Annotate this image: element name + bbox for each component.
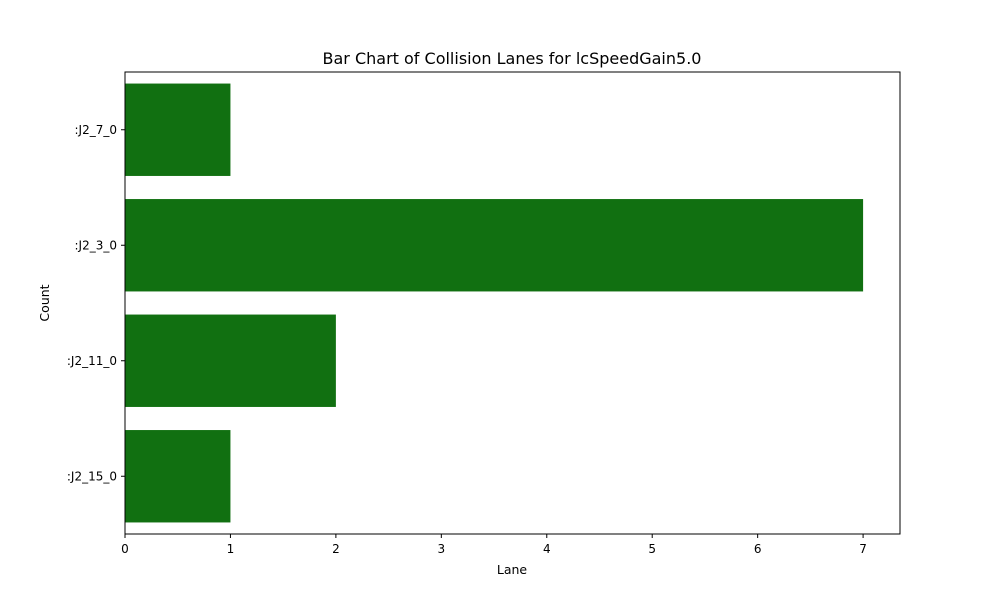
bar (125, 83, 231, 176)
y-axis-label: Count (37, 284, 52, 321)
plot-area-frame (124, 71, 901, 535)
bar (125, 314, 336, 407)
y-tick-label: :J2_7_0 (75, 123, 118, 137)
y-tick-label: :J2_11_0 (67, 354, 117, 368)
x-tick-label: 6 (754, 542, 762, 556)
chart-title: Bar Chart of Collision Lanes for lcSpeed… (323, 49, 702, 68)
x-tick-label: 3 (438, 542, 446, 556)
x-tick-label: 2 (332, 542, 340, 556)
y-axis-ticks: :J2_7_0 :J2_3_0 :J2_11_0 :J2_15_0 (67, 123, 125, 483)
bars-group (125, 83, 864, 523)
x-axis-label: Lane (497, 562, 528, 577)
bar (125, 199, 864, 292)
y-tick-label: :J2_3_0 (75, 238, 118, 252)
x-tick-label: 0 (121, 542, 129, 556)
x-axis-ticks: 0 1 2 3 4 5 6 7 (121, 534, 867, 556)
x-tick-label: 5 (648, 542, 656, 556)
x-tick-label: 4 (543, 542, 551, 556)
x-tick-label: 1 (227, 542, 235, 556)
bar (125, 430, 231, 523)
y-tick-label: :J2_15_0 (67, 469, 117, 483)
x-tick-label: 7 (859, 542, 867, 556)
